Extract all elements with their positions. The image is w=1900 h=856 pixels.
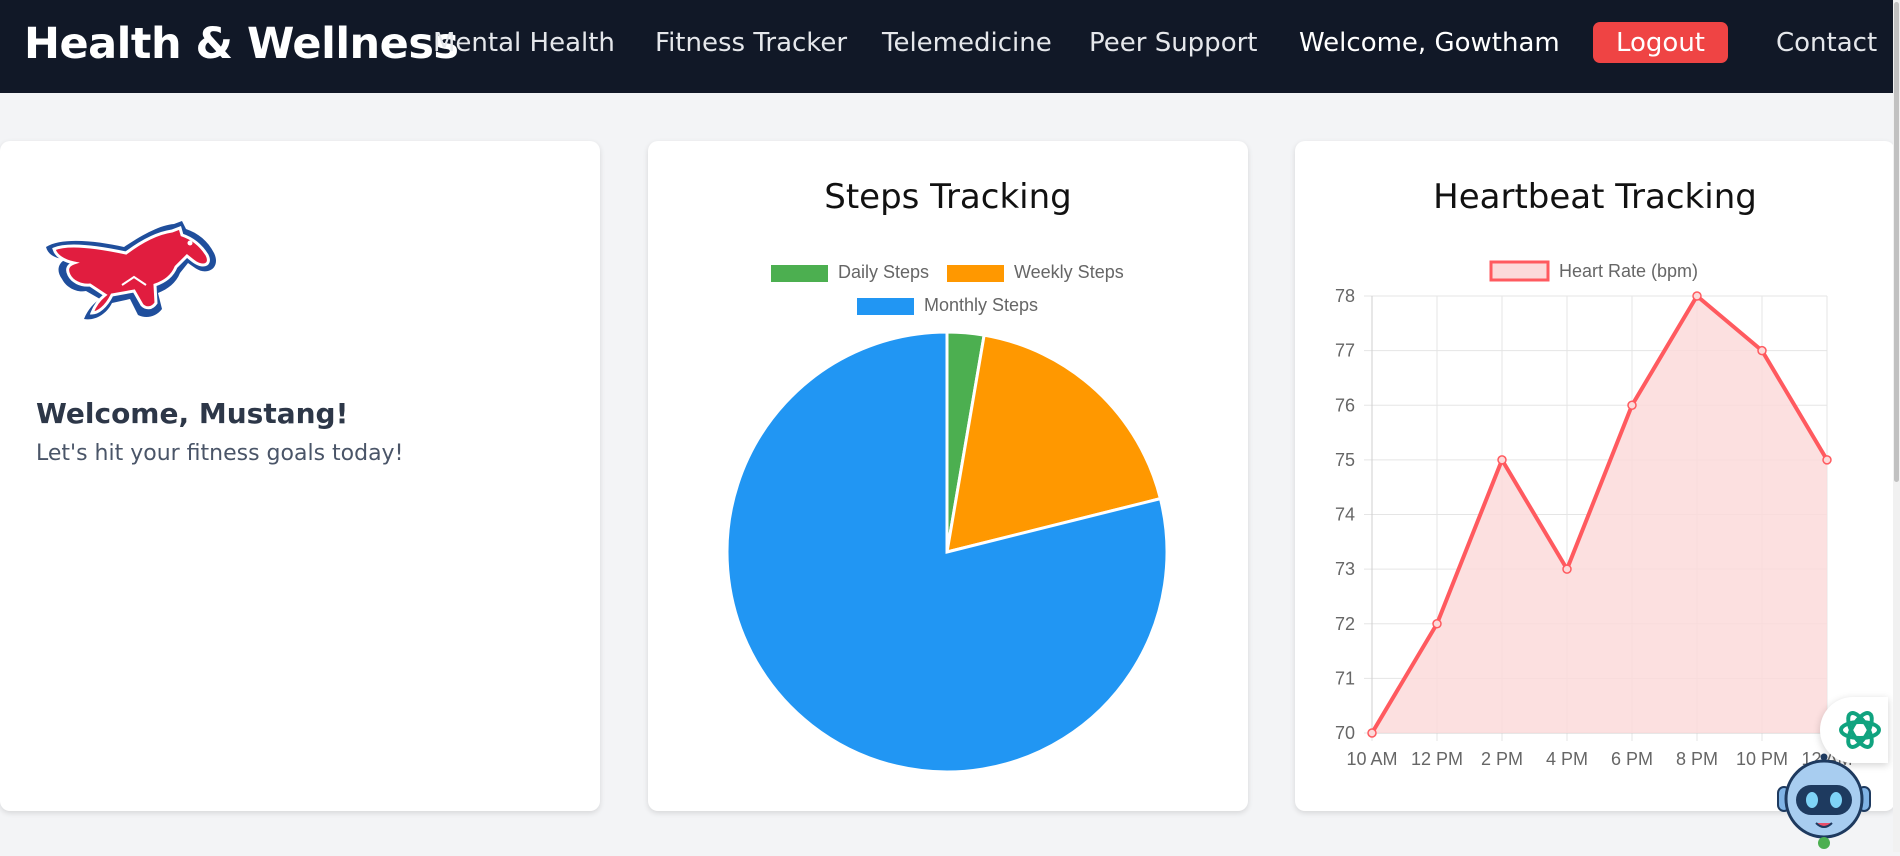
line-legend-swatch — [1489, 260, 1550, 282]
y-tick-label-7: 77 — [1335, 341, 1355, 361]
heart-rate-point-0 — [1367, 728, 1377, 738]
heart-rate-point-1 — [1432, 619, 1442, 629]
pie-legend-swatch-0 — [771, 265, 828, 282]
y-tick-label-4: 74 — [1335, 505, 1355, 525]
heart-rate-point-4 — [1627, 400, 1637, 410]
nav-link-mental-health[interactable]: Mental Health — [433, 28, 615, 58]
x-tick-label-0: 10 AM — [1346, 749, 1397, 769]
x-tick-label-4: 6 PM — [1611, 749, 1653, 769]
x-tick-label-6: 10 PM — [1736, 749, 1788, 769]
logout-button[interactable]: Logout — [1593, 22, 1728, 63]
y-tick-label-2: 72 — [1335, 614, 1355, 634]
heart-rate-line — [1370, 294, 1829, 735]
heart-rate-point-3 — [1562, 564, 1572, 574]
pie-legend-label-0: Daily Steps — [838, 262, 929, 282]
heart-rate-chart[interactable]: Heart Rate (bpm) 70 71 72 73 74 75 76 77 78 10 AM 1… — [1295, 141, 1895, 811]
pie-legend-label-2: Monthly Steps — [924, 295, 1038, 315]
x-tick-label-1: 12 PM — [1411, 749, 1463, 769]
y-tick-label-8: 78 — [1335, 286, 1355, 306]
welcome-card: Welcome, Mustang! Let's hit your fitness… — [0, 141, 600, 811]
steps-tracking-card: Steps Tracking Daily Steps Weekly Steps Mo… — [648, 141, 1248, 811]
nav-link-telemedicine[interactable]: Telemedicine — [882, 28, 1052, 58]
x-tick-label-5: 8 PM — [1676, 749, 1718, 769]
pie-legend-swatch-1 — [947, 265, 1004, 282]
x-tick-label-3: 4 PM — [1546, 749, 1588, 769]
mustang-logo — [46, 221, 216, 320]
pie-legend-swatch-2 — [857, 298, 914, 315]
heart-rate-point-5 — [1692, 291, 1702, 301]
x-tick-label-2: 2 PM — [1481, 749, 1523, 769]
heart-rate-point-2 — [1497, 455, 1507, 465]
steps-pie-chart[interactable]: Daily Steps Weekly Steps Monthly Steps — [648, 141, 1248, 811]
nav-link-peer-support[interactable]: Peer Support — [1089, 28, 1258, 58]
y-tick-label-5: 75 — [1335, 450, 1355, 470]
robot-avatar-button[interactable] — [1772, 753, 1876, 856]
welcome-subtitle: Let's hit your fitness goals today! — [36, 441, 404, 466]
heart-card-title: Heartbeat Tracking — [1433, 177, 1757, 217]
top-navbar: Health & Wellness Mental Health Fitness … — [0, 0, 1900, 93]
heart-rate-area — [1372, 296, 1827, 733]
nav-link-contact[interactable]: Contact — [1776, 28, 1878, 58]
y-tick-label-3: 73 — [1335, 559, 1355, 579]
steps-card-title: Steps Tracking — [824, 177, 1072, 217]
welcome-title: Welcome, Mustang! — [36, 397, 349, 430]
line-legend-label: Heart Rate (bpm) — [1559, 261, 1698, 281]
brand-title[interactable]: Health & Wellness — [24, 19, 459, 69]
robot-avatar-icon — [1777, 753, 1871, 849]
y-tick-label-0: 70 — [1335, 723, 1355, 743]
pie-slice-2 — [725, 330, 1169, 774]
heart-rate-point-6 — [1757, 345, 1767, 356]
welcome-user-text: Welcome, Gowtham — [1299, 28, 1560, 58]
y-tick-label-6: 76 — [1335, 395, 1355, 415]
ai-assistant-icon — [1839, 711, 1881, 749]
pie-legend-label-1: Weekly Steps — [1014, 262, 1124, 282]
nav-link-fitness-tracker[interactable]: Fitness Tracker — [655, 28, 848, 58]
heartbeat-tracking-card: Heartbeat Tracking Heart Rate (bpm) 70 71 7… — [1295, 141, 1895, 811]
y-tick-label-1: 71 — [1335, 668, 1355, 688]
heart-rate-point-7 — [1822, 455, 1832, 465]
ai-assistant-button[interactable] — [1820, 697, 1888, 763]
page-scrollbar-thumb[interactable] — [1894, 2, 1899, 482]
pie-slice-1 — [945, 333, 1163, 555]
